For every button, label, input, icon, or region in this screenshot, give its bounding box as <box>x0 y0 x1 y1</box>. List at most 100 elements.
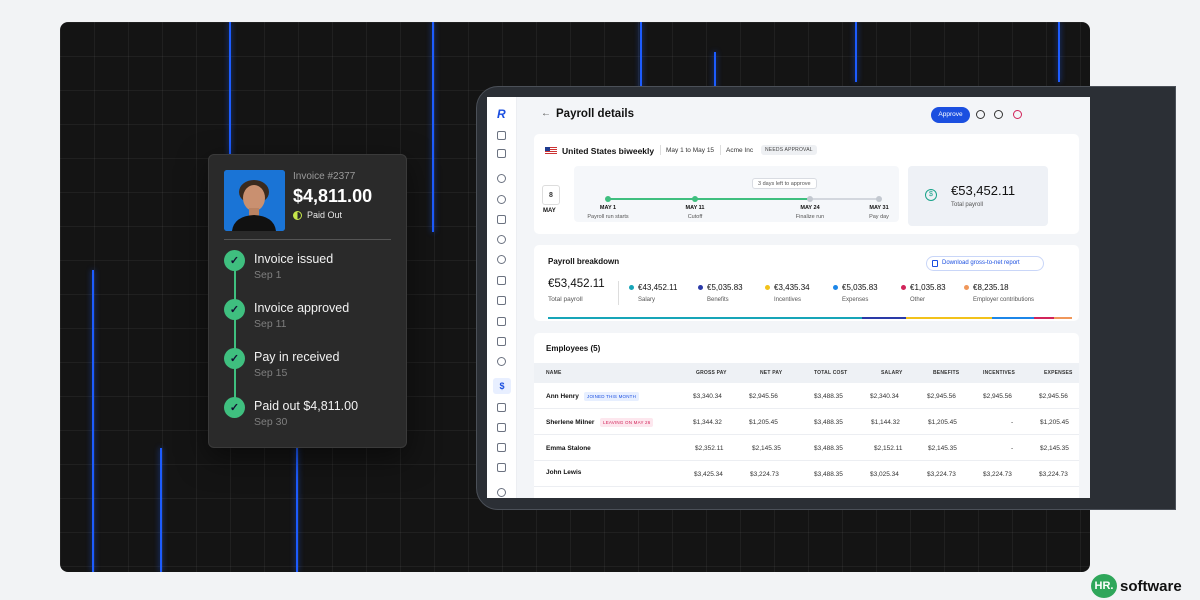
benefits-cell: $2,145.35 <box>928 445 957 452</box>
people-icon[interactable] <box>497 174 506 183</box>
benefits-cell: $2,945.56 <box>927 393 956 400</box>
milestone-date: MAY 1 <box>599 205 617 211</box>
divider <box>618 281 619 305</box>
salary-cell: $1,144.32 <box>871 419 900 426</box>
employer-contributions-dot <box>964 285 969 290</box>
expenses-cell: $2,945.56 <box>1039 393 1068 400</box>
expenses-dot <box>833 285 838 290</box>
expenses-cell: $3,224.73 <box>1039 471 1068 478</box>
search-icon[interactable] <box>976 110 985 119</box>
gross-pay-cell: $2,352.11 <box>695 445 724 452</box>
clipboard-icon[interactable] <box>497 296 506 305</box>
invoice-icon[interactable] <box>497 443 506 452</box>
net-pay-cell: $1,205.45 <box>749 419 778 426</box>
panel-icon[interactable] <box>497 149 506 158</box>
download-report-button[interactable]: Download gross-to-net report <box>926 256 1044 271</box>
timeline-step: ✓ Invoice approved Sep 11 <box>224 299 349 330</box>
table-row[interactable]: Ann Henry JOINED THIS MONTH $3,340.34 $2… <box>534 383 1079 409</box>
report-icon[interactable] <box>497 423 506 432</box>
document-icon[interactable] <box>497 276 506 285</box>
step-date: Sep 11 <box>254 318 287 330</box>
divider <box>660 145 661 155</box>
download-label: Download gross-to-net report <box>942 260 1020 266</box>
accent-line <box>432 22 434 232</box>
currency-icon: $ <box>925 189 937 201</box>
check-icon: ✓ <box>224 299 245 320</box>
column-header: INCENTIVES <box>983 370 1016 376</box>
breakdown-item: €1,035.83 Other <box>901 283 946 303</box>
milestone-dot <box>876 196 882 202</box>
employee-name[interactable]: Sherlene Milner <box>546 419 595 426</box>
wallet-icon[interactable] <box>497 403 506 412</box>
employee-name[interactable]: Emma Stalone <box>546 445 591 452</box>
column-header: BENEFITS <box>933 370 960 376</box>
calendar-icon[interactable] <box>497 215 506 224</box>
total-cost-cell: $3,488.35 <box>814 445 843 452</box>
breakdown-item: €8,235.18 Employer contributions <box>964 283 1034 303</box>
bell-icon[interactable] <box>1013 110 1022 119</box>
timeline-panel <box>574 166 899 222</box>
calendar-day: 8 <box>542 185 560 205</box>
employee-name[interactable]: Ann Henry <box>546 393 579 400</box>
breakdown-value: €3,435.34 <box>774 283 810 292</box>
invoice-amount: $4,811.00 <box>293 186 373 206</box>
breakdown-total-value: €53,452.11 <box>548 278 605 290</box>
timeline-step: ✓ Pay in received Sep 15 <box>224 348 339 379</box>
expenses-cell: $1,205.45 <box>1040 419 1069 426</box>
accent-line <box>640 22 642 92</box>
back-icon[interactable]: ← <box>541 108 551 119</box>
folder-icon[interactable] <box>497 463 506 472</box>
approve-button[interactable]: Approve <box>931 107 970 123</box>
table-row[interactable]: John Lewis $3,425.34 $3,224.73 $3,488.35… <box>534 461 1079 487</box>
gross-pay-cell: $3,340.34 <box>693 393 722 400</box>
other-dot <box>901 285 906 290</box>
file-icon[interactable] <box>497 337 506 346</box>
benefits-bar-segment <box>862 317 906 319</box>
employer-contributions-bar-segment <box>1054 317 1072 319</box>
total-cost-cell: $3,488.35 <box>814 471 843 478</box>
breakdown-value: €43,452.11 <box>638 283 678 292</box>
salary-dot <box>629 285 634 290</box>
breakdown-item: €5,035.83 Expenses <box>833 283 878 303</box>
milestone-label: Cutoff <box>687 214 703 220</box>
clock-icon[interactable] <box>497 235 506 244</box>
table-row[interactable]: Sherlene Milner LEAVING ON MAY 26 $1,344… <box>534 409 1079 435</box>
payroll-country: United States biweekly <box>562 146 655 156</box>
salary-cell: $2,340.34 <box>870 393 899 400</box>
star-icon[interactable] <box>497 317 506 326</box>
column-header: NET PAY <box>760 370 783 376</box>
heart-icon[interactable] <box>497 255 506 264</box>
payroll-period: May 1 to May 15 <box>666 147 715 154</box>
accent-line <box>1058 22 1060 82</box>
add-user-icon[interactable] <box>497 195 506 204</box>
employee-tag: JOINED THIS MONTH <box>584 392 640 401</box>
net-pay-cell: $2,945.56 <box>749 393 778 400</box>
invoice-card: Invoice #2377 $4,811.00 Paid Out ✓ Invoi… <box>208 154 407 448</box>
milestone-label: Pay day <box>869 214 889 220</box>
collapse-icon[interactable] <box>497 131 506 140</box>
home-icon[interactable] <box>497 488 506 497</box>
avatar <box>224 170 285 231</box>
approve-tooltip: 3 days left to approve <box>752 178 817 189</box>
salary-cell: $2,152.11 <box>874 445 903 452</box>
breakdown-item: €43,452.11 Salary <box>629 283 677 303</box>
brand-badge: HR. <box>1091 574 1117 598</box>
incentives-cell: - <box>1011 419 1014 426</box>
net-pay-cell: $2,145.35 <box>752 445 781 452</box>
breakdown-label: Incentives <box>774 297 802 303</box>
help-icon[interactable] <box>994 110 1003 119</box>
app-screen: R $ ← Payroll details Approve United Sta… <box>487 97 1090 498</box>
total-payroll-box: $ €53,452.11 Total payroll <box>908 166 1048 226</box>
divider <box>720 145 721 155</box>
payroll-icon[interactable]: $ <box>493 378 511 394</box>
employee-name[interactable]: John Lewis <box>546 469 582 476</box>
accent-line <box>229 22 231 210</box>
step-title: Pay in received <box>254 350 340 364</box>
incentives-cell: $3,224.73 <box>983 471 1012 478</box>
chat-icon[interactable] <box>497 357 506 366</box>
incentives-cell: $2,945.56 <box>983 393 1012 400</box>
table-row[interactable]: Emma Stalone $2,352.11 $2,145.35 $3,488.… <box>534 435 1079 461</box>
milestone-dot <box>692 196 698 202</box>
payroll-breakdown-card: Payroll breakdown Download gross-to-net … <box>534 245 1079 321</box>
status-badge: Paid Out <box>293 210 342 220</box>
